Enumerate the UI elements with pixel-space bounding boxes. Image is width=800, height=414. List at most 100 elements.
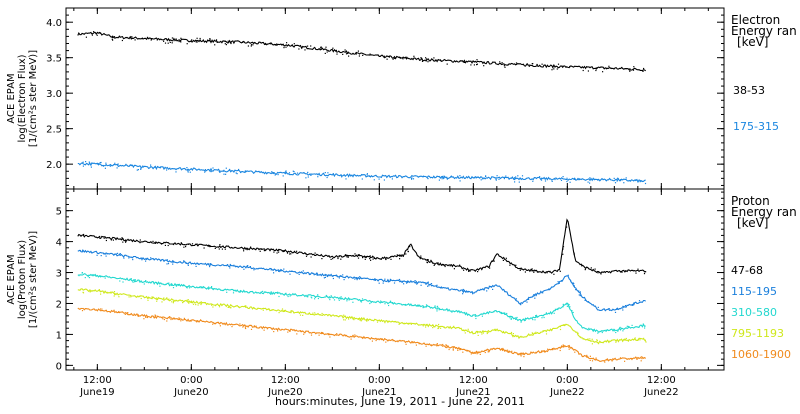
data-point — [229, 267, 230, 268]
data-point — [428, 285, 429, 286]
data-point — [440, 60, 441, 61]
data-point — [196, 320, 197, 321]
data-point — [423, 307, 424, 308]
data-point — [229, 266, 230, 267]
data-point — [130, 296, 131, 297]
data-point — [562, 325, 563, 326]
data-point — [267, 328, 268, 329]
data-point — [635, 337, 636, 338]
data-point — [553, 274, 554, 275]
data-point — [325, 47, 326, 48]
data-point — [333, 278, 334, 279]
data-point — [330, 334, 331, 335]
y-tick-label: 2.5 — [46, 125, 62, 136]
data-point — [310, 175, 311, 176]
data-point — [188, 171, 189, 172]
data-point — [152, 241, 153, 242]
data-point — [309, 274, 310, 275]
data-point — [339, 255, 340, 256]
data-point — [473, 177, 474, 178]
data-point — [165, 43, 166, 44]
data-point — [544, 317, 545, 318]
data-point — [270, 43, 271, 44]
data-point — [437, 306, 438, 307]
data-point — [286, 42, 287, 43]
data-point — [568, 275, 569, 276]
data-point — [481, 314, 482, 315]
data-point — [633, 70, 634, 71]
data-point — [432, 327, 433, 328]
data-point — [611, 359, 612, 360]
data-point — [390, 279, 391, 280]
legend-entry: 115-195 — [731, 285, 777, 298]
data-point — [519, 182, 520, 183]
data-point — [445, 266, 446, 267]
legend-entry: 310-580 — [731, 306, 777, 319]
data-point — [625, 305, 626, 306]
data-point — [515, 265, 516, 266]
data-point — [273, 272, 274, 273]
data-point — [593, 329, 594, 330]
data-point — [367, 173, 368, 174]
data-point — [193, 304, 194, 305]
data-point — [442, 344, 443, 345]
data-point — [468, 329, 469, 330]
data-point — [435, 60, 436, 61]
data-point — [186, 262, 187, 263]
data-point — [590, 356, 591, 357]
data-point — [579, 178, 580, 179]
data-point — [161, 243, 162, 244]
data-point — [141, 259, 142, 260]
data-point — [488, 349, 489, 350]
data-point — [369, 258, 370, 259]
data-point — [331, 259, 332, 260]
data-point — [525, 271, 526, 272]
data-point — [444, 265, 445, 266]
data-point — [515, 176, 516, 177]
data-point — [317, 294, 318, 295]
data-point — [184, 318, 185, 319]
data-point — [478, 351, 479, 352]
data-point — [464, 62, 465, 63]
data-point — [135, 39, 136, 40]
data-point — [583, 70, 584, 71]
data-point — [507, 350, 508, 351]
data-point — [384, 322, 385, 323]
data-point — [264, 250, 265, 251]
data-point — [468, 271, 469, 272]
data-point — [475, 316, 476, 317]
data-point — [225, 43, 226, 44]
data-point — [253, 42, 254, 43]
data-point — [289, 274, 290, 275]
data-point — [462, 293, 463, 294]
data-point — [104, 238, 105, 239]
data-point — [105, 163, 106, 164]
data-point — [140, 168, 141, 169]
x-tick-label-date: June20 — [173, 387, 209, 398]
data-point — [447, 179, 448, 180]
data-point — [168, 263, 169, 264]
data-point — [134, 281, 135, 282]
data-point — [472, 352, 473, 353]
data-point — [399, 279, 400, 280]
x-tick-label-date: June19 — [79, 387, 115, 398]
data-point — [495, 330, 496, 331]
data-point — [112, 40, 113, 41]
data-point — [502, 348, 503, 349]
data-point — [566, 304, 567, 305]
data-point — [331, 295, 332, 296]
data-point — [303, 270, 304, 271]
data-point — [361, 174, 362, 175]
data-point — [384, 279, 385, 280]
data-point — [374, 280, 375, 281]
data-point — [103, 166, 104, 167]
data-point — [219, 306, 220, 307]
data-point — [369, 303, 370, 304]
data-point — [388, 281, 389, 282]
data-point — [502, 349, 503, 350]
data-point — [346, 335, 347, 336]
data-point — [119, 36, 120, 37]
data-point — [427, 286, 428, 287]
data-point — [151, 39, 152, 40]
data-point — [349, 299, 350, 300]
